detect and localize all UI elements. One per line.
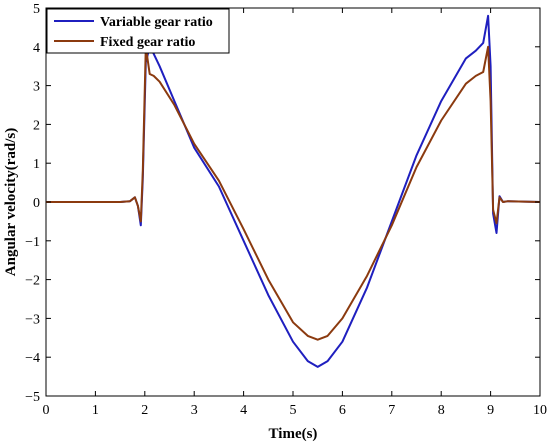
y-axis-title: Angular velocity(rad/s) — [3, 128, 19, 276]
x-axis: 0 1 2 3 4 5 6 7 8 9 10 — [43, 8, 547, 418]
y-tick-label: 5 — [33, 2, 40, 17]
y-tick-label: −2 — [25, 274, 40, 289]
legend: Variable gear ratio Fixed gear ratio — [46, 8, 230, 54]
y-tick-label: −3 — [25, 312, 40, 327]
y-tick-label: 3 — [33, 80, 40, 95]
legend-label-fixed-gear-ratio: Fixed gear ratio — [100, 35, 195, 50]
x-tick-label: 5 — [290, 403, 297, 418]
y-tick-label: −5 — [25, 390, 40, 405]
x-tick-label: 1 — [92, 403, 99, 418]
y-tick-label: 0 — [33, 196, 40, 211]
x-tick-label: 8 — [438, 403, 445, 418]
y-tick-label: −4 — [25, 351, 40, 366]
x-axis-title: Time(s) — [269, 426, 318, 442]
legend-box — [46, 8, 230, 54]
x-tick-label: 0 — [43, 403, 50, 418]
y-tick-label: 1 — [33, 157, 40, 172]
x-tick-label: 3 — [191, 403, 198, 418]
x-tick-label: 9 — [487, 403, 494, 418]
x-tick-label: 7 — [388, 403, 395, 418]
y-tick-label: 4 — [33, 41, 40, 56]
y-tick-label: 2 — [33, 118, 40, 133]
x-tick-label: 2 — [141, 403, 148, 418]
x-tick-label: 10 — [533, 403, 547, 418]
x-tick-label: 6 — [339, 403, 346, 418]
legend-label-variable-gear-ratio: Variable gear ratio — [100, 15, 213, 30]
y-tick-label: −1 — [25, 235, 40, 250]
series-line-fixed-gear-ratio — [46, 45, 541, 341]
x-tick-label: 4 — [240, 403, 247, 418]
y-axis: 5 4 3 2 1 0 −1 −2 −3 −4 −5 — [25, 2, 540, 405]
series-layer — [46, 14, 541, 368]
series-line-variable-gear-ratio — [46, 14, 541, 368]
